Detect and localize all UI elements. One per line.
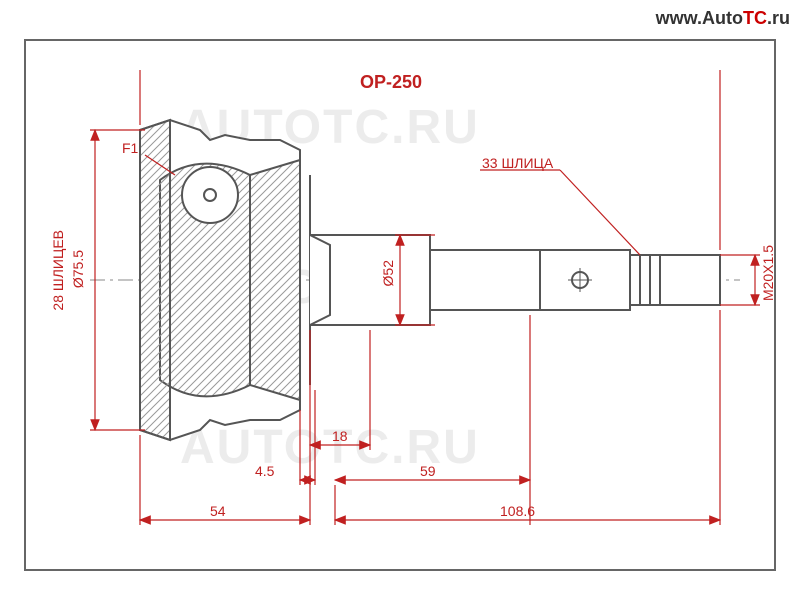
label-dia-mid: Ø52	[380, 260, 396, 286]
label-spline-left: 28 ШЛИЦЕВ	[50, 230, 66, 311]
label-spline-right: 33 ШЛИЦА	[482, 155, 553, 171]
label-f1: F1	[122, 140, 138, 156]
label-dia-left: Ø75.5	[70, 250, 86, 288]
dim-1086: 108.6	[500, 503, 535, 519]
dim-59: 59	[420, 463, 436, 479]
part-number: OP-250	[360, 72, 422, 93]
dim-45: 4.5	[255, 463, 274, 479]
dim-18: 18	[332, 428, 348, 444]
label-thread: M20X1.5	[760, 245, 776, 301]
dim-54: 54	[210, 503, 226, 519]
